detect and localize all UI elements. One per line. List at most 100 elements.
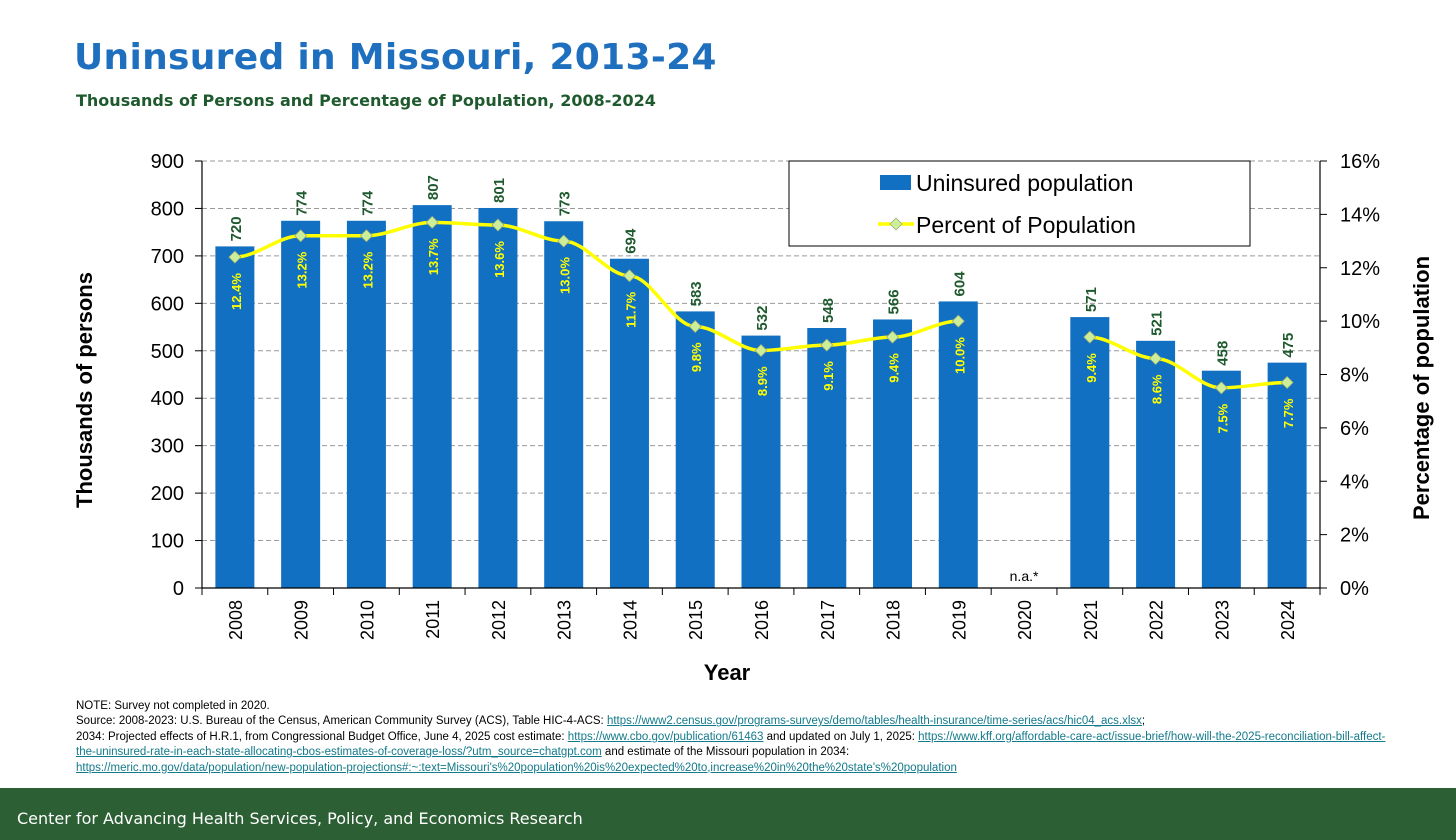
- y2-tick-label: 4%: [1340, 471, 1369, 493]
- bar-2013: [544, 221, 584, 588]
- y-tick-label: 600: [151, 293, 184, 315]
- bar-value-label: 583: [688, 281, 705, 306]
- percent-value-label: 8.6%: [1150, 374, 1165, 404]
- x-tick-label: 2020: [1015, 600, 1035, 640]
- bar-2014: [609, 258, 649, 588]
- note-meric: https://meric.mo.gov/data/population/new…: [76, 761, 1396, 776]
- bar-value-label: 774: [359, 190, 376, 216]
- y2-tick-label: 2%: [1340, 525, 1369, 547]
- x-axis-title: Year: [704, 660, 751, 685]
- note-source-prefix: Source: 2008-2023: U.S. Bureau of the Ce…: [76, 715, 607, 728]
- note-cbo-mid: and updated on July 1, 2025:: [763, 730, 919, 743]
- x-tick-label: 2011: [423, 600, 443, 639]
- bar-value-label: 694: [622, 228, 639, 254]
- x-tick-label: 2014: [620, 600, 640, 640]
- y-tick-label: 200: [151, 483, 184, 505]
- bar-value-label: 773: [557, 191, 574, 216]
- x-tick-label: 2022: [1147, 600, 1167, 640]
- x-tick-label: 2024: [1278, 600, 1298, 640]
- bar-value-label: 521: [1149, 311, 1166, 336]
- percent-marker-2023: [1214, 381, 1228, 395]
- census-link[interactable]: https://www2.census.gov/programs-surveys…: [606, 715, 1142, 728]
- bar-value-label: 604: [951, 271, 968, 297]
- y-tick-label: 900: [151, 151, 184, 173]
- page-title: Uninsured in Missouri, 2013-24: [74, 37, 717, 78]
- percent-value-label: 9.8%: [689, 342, 704, 372]
- y-tick-label: 700: [151, 246, 184, 268]
- bar-2008: [215, 246, 255, 588]
- percent-marker-2014: [622, 269, 636, 283]
- kff-link[interactable]: https://www.kff.org/affordable-care-act/…: [76, 730, 1386, 759]
- bar-2022: [1136, 340, 1176, 588]
- x-tick-label: 2013: [555, 600, 575, 640]
- page-subtitle: Thousands of Persons and Percentage of P…: [76, 91, 656, 110]
- percent-marker-2019: [951, 314, 965, 328]
- bar-value-label: 532: [754, 306, 771, 331]
- bar-value-label: 801: [491, 178, 508, 203]
- percent-value-label: 13.0%: [558, 257, 573, 294]
- note-cbo-prefix: 2034: Projected effects of H.R.1, from C…: [76, 730, 568, 743]
- note-source: Source: 2008-2023: U.S. Bureau of the Ce…: [76, 714, 1396, 729]
- legend-bar-swatch: [880, 175, 911, 190]
- y-tick-label: 100: [151, 531, 184, 553]
- bar-2019: [938, 301, 978, 588]
- x-tick-label: 2018: [884, 600, 904, 640]
- percent-value-label: 13.2%: [360, 251, 375, 288]
- y2-tick-label: 8%: [1340, 365, 1369, 387]
- bar-value-label: 720: [228, 216, 245, 241]
- y2-tick-label: 16%: [1340, 151, 1380, 173]
- percent-value-label: 9.4%: [1084, 353, 1099, 383]
- percent-marker-2021: [1083, 330, 1097, 344]
- bar-value-label: 548: [820, 298, 837, 323]
- chart-notes: NOTE: Survey not completed in 2020. Sour…: [76, 699, 1396, 776]
- percent-value-label: 12.4%: [229, 273, 244, 310]
- legend-bar-label: Uninsured population: [916, 170, 1133, 196]
- percent-marker-2012: [491, 218, 505, 232]
- note-kff-suffix: and estimate of the Missouri population …: [601, 746, 850, 759]
- bar-2016: [741, 335, 781, 588]
- y-tick-label: 400: [151, 388, 184, 410]
- uninsured-chart: 0 100 200 300 400 500 600 700 800 900 0% 2% 4% 6% 8% 10…: [72, 151, 1434, 685]
- percent-marker-2013: [557, 234, 571, 248]
- y2-axis-title: Percentage of population: [1409, 256, 1434, 520]
- bar-2023: [1201, 370, 1241, 588]
- bar-value-label: 566: [886, 289, 903, 314]
- bar-value-label: 807: [425, 175, 442, 200]
- bar-2024: [1267, 362, 1307, 588]
- bar-2012: [478, 207, 518, 588]
- x-tick-label: 2019: [949, 600, 969, 640]
- percent-marker-2015: [688, 319, 702, 333]
- percent-marker-2017: [820, 338, 834, 352]
- x-tick-label: 2009: [292, 600, 312, 640]
- y2-tick-label: 6%: [1340, 418, 1369, 440]
- x-tick-label: 2015: [686, 600, 706, 640]
- percent-value-label: 7.5%: [1215, 403, 1230, 433]
- percent-marker-2009: [294, 229, 308, 243]
- bar-2010: [346, 220, 386, 588]
- note-projection: 2034: Projected effects of H.R.1, from C…: [76, 730, 1396, 761]
- y-tick-label: 500: [151, 341, 184, 363]
- bar-2009: [281, 220, 321, 588]
- percent-value-label: 13.2%: [295, 251, 310, 288]
- bar-value-label: 458: [1214, 341, 1231, 366]
- percent-marker-2011: [425, 215, 439, 229]
- bar-2017: [807, 328, 847, 588]
- percent-value-label: 8.9%: [755, 366, 770, 396]
- y-tick-label: 0: [173, 578, 184, 600]
- cbo-link[interactable]: https://www.cbo.gov/publication/61463: [567, 730, 764, 743]
- bar-value-label: 475: [1280, 333, 1297, 358]
- meric-link[interactable]: https://meric.mo.gov/data/population/new…: [76, 761, 957, 774]
- note-survey: NOTE: Survey not completed in 2020.: [76, 700, 270, 712]
- percent-value-label: 10.0%: [952, 337, 967, 374]
- percent-value-label: 13.7%: [426, 238, 441, 275]
- y2-tick-label: 10%: [1340, 311, 1380, 333]
- percent-marker-2022: [1149, 351, 1163, 365]
- x-tick-label: 2008: [226, 600, 246, 640]
- bar-value-label: 571: [1083, 287, 1100, 312]
- percent-line: [1089, 335, 1288, 390]
- percent-value-label: 11.7%: [623, 291, 638, 328]
- percent-value-label: 9.1%: [821, 361, 836, 391]
- y-axis-title: Thousands of persons: [72, 272, 97, 508]
- legend-box: [788, 160, 1251, 247]
- bar-value-label: 774: [294, 190, 311, 216]
